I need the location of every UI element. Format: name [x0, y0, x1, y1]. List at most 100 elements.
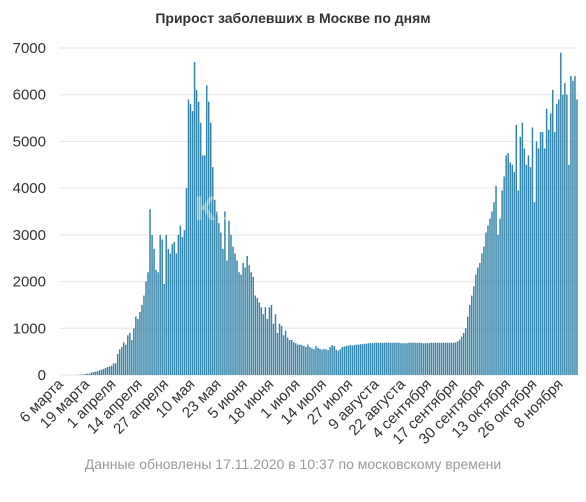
bar [242, 262, 244, 375]
bar [491, 211, 493, 375]
bar [424, 343, 426, 375]
bar [135, 316, 137, 375]
bar [189, 104, 192, 375]
bar [479, 262, 481, 375]
bar [345, 346, 348, 375]
bar [382, 342, 384, 375]
bar [299, 344, 301, 375]
bar [497, 234, 499, 375]
bar [560, 52, 562, 376]
bar [442, 342, 445, 375]
bar [203, 155, 206, 375]
bar [369, 343, 372, 375]
bar [195, 90, 198, 375]
bar [230, 234, 232, 375]
bar [260, 307, 263, 375]
y-tick-label: 4000 [13, 180, 46, 197]
bar [359, 344, 362, 375]
bar [388, 342, 390, 375]
bar [165, 234, 167, 375]
bar [232, 246, 234, 375]
bar [297, 344, 299, 375]
bar [270, 304, 273, 375]
bar [319, 348, 321, 375]
bar [464, 328, 467, 375]
bar [327, 350, 329, 375]
bar [398, 342, 400, 375]
bar [363, 343, 366, 375]
bar [161, 239, 163, 375]
bar [543, 148, 546, 375]
bar [254, 295, 256, 375]
y-tick-label: 7000 [13, 40, 46, 57]
bar [556, 104, 558, 375]
bar [116, 353, 119, 375]
bar [153, 248, 155, 375]
bar [365, 343, 368, 375]
bar [446, 342, 449, 375]
bar [295, 343, 297, 375]
bar [191, 111, 194, 375]
bar [272, 323, 275, 375]
bar [205, 85, 208, 376]
bar [471, 295, 473, 375]
bar [181, 237, 184, 375]
bar [214, 199, 216, 375]
bar [357, 344, 360, 375]
bar [278, 323, 281, 375]
bar [576, 99, 578, 375]
bar [282, 335, 285, 375]
bar [339, 349, 341, 375]
bar [539, 132, 542, 375]
bar [503, 176, 505, 375]
bar [489, 218, 491, 375]
bar [246, 255, 248, 375]
bar [436, 342, 439, 375]
bar [454, 342, 457, 375]
bar [551, 90, 554, 375]
bar [377, 342, 380, 375]
bar [292, 342, 295, 375]
bar [92, 372, 95, 375]
bar [120, 346, 123, 375]
bar [531, 127, 534, 375]
y-tick-label: 6000 [13, 87, 46, 104]
bar [527, 155, 530, 375]
bar [537, 148, 540, 375]
bar [414, 342, 416, 375]
bar [501, 190, 503, 375]
bar [274, 314, 277, 375]
bar [422, 343, 424, 375]
bar [533, 202, 536, 375]
bar [163, 283, 165, 375]
bar [110, 365, 113, 375]
bar [280, 325, 283, 375]
bar [88, 373, 91, 375]
bar [572, 80, 574, 375]
bar [143, 295, 145, 375]
bar [96, 371, 99, 375]
bar [371, 343, 374, 375]
bar [149, 209, 151, 375]
bar [321, 349, 323, 375]
bar [515, 125, 518, 375]
bar [240, 274, 242, 375]
bar [167, 248, 169, 375]
update-note: Данные обновлены 17.11.2020 в 10:37 по м… [84, 456, 502, 472]
bar [216, 211, 218, 375]
bar [529, 167, 532, 375]
bar [256, 297, 259, 375]
bar [418, 342, 420, 375]
bar [462, 332, 465, 375]
bar [416, 342, 418, 375]
bar [394, 342, 396, 375]
bar [252, 276, 254, 375]
bar [147, 272, 149, 375]
bar [218, 223, 220, 375]
bar [428, 343, 431, 375]
bar [351, 345, 354, 375]
bar [179, 225, 182, 375]
bar [566, 94, 568, 376]
bar [305, 346, 307, 375]
bar [477, 267, 479, 375]
